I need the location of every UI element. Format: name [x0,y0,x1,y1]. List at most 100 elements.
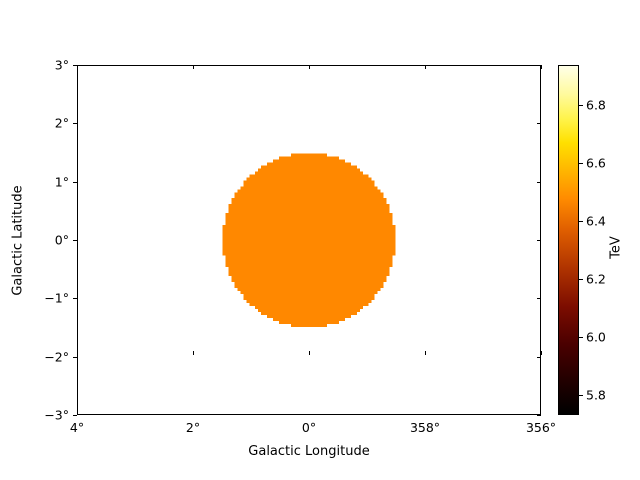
x-tick-mark [425,351,426,355]
map-pixel-row [225,260,393,265]
colorbar-tick-label: 6.8 [586,97,606,113]
y-tick-mark [73,181,77,183]
y-tick-label: −3° [44,407,69,423]
colorbar-label: TeV [608,236,624,259]
map-pixel-row [273,159,345,163]
map-pixel-row [225,213,393,217]
map-pixel-row [249,302,369,307]
x-tick-mark [541,351,542,355]
map-pixel-row [222,245,396,250]
colorbar-tick-label: 6.0 [586,329,606,345]
map-pixel-row [228,204,390,208]
x-tick-label: 4° [69,420,85,435]
colorbar-tick-label: 6.2 [586,271,606,287]
map-pixel-row [234,281,384,286]
map-pixel-row [225,254,393,259]
y-tick-mark-right [537,356,541,358]
map-pixel-row [222,248,396,253]
colorbar-tick-label: 6.6 [586,155,606,171]
map-pixel-row [261,311,357,315]
y-tick-mark [73,65,77,66]
y-tick-mark-right [537,298,541,300]
colorbar-tick-mark [579,105,583,107]
map-pixel-row [225,222,393,226]
y-tick-mark-right [537,240,541,241]
map-pixel-row [228,266,390,271]
colorbar-tick-mark [579,163,583,165]
map-pixel-row [243,180,375,184]
map-pixel-row [228,269,390,274]
map-pixel-row [225,257,393,262]
x-tick-label: 358° [409,420,441,435]
map-pixel-row [222,251,396,256]
y-axis-label: Galactic Latitude [10,185,26,296]
map-pixel-row [279,156,339,160]
x-tick-label: 0° [301,420,317,435]
map-pixel-row [267,162,351,166]
map-pixel-row [225,219,393,223]
x-tick-mark-top [193,65,194,69]
x-tick-mark [309,351,310,355]
map-pixel-row [240,186,378,190]
map-pixel-row [249,174,369,178]
colorbar [558,65,579,415]
map-pixel-row [291,153,327,157]
colorbar-tick-mark [579,336,583,338]
map-pixel-row [279,320,339,324]
map-pixel-row [231,278,387,283]
map-pixel-row [222,240,396,244]
x-axis-label: Galactic Longitude [248,444,370,459]
map-pixel-row [255,171,363,175]
x-tick-mark-top [425,65,426,69]
map-pixel-row [234,192,384,196]
y-tick-label: 3° [54,57,69,73]
map-pixel-row [228,210,390,214]
uniform-disk-region [222,153,396,327]
map-pixel-row [261,165,357,169]
map-pixel-row [225,263,393,268]
y-tick-mark [73,240,77,241]
colorbar-tick-label: 5.8 [586,387,606,403]
colorbar-tick-mark [579,279,583,281]
x-tick-mark [193,351,194,355]
map-pixel-row [255,305,363,310]
map-pixel-row [246,177,372,181]
x-tick-mark-top [541,65,542,69]
map-pixel-row [228,207,390,211]
map-pixel-row [258,308,360,312]
y-tick-mark-right [537,181,541,183]
map-pixel-row [258,168,360,172]
x-tick-mark-top [77,65,78,69]
map-pixel-row [243,296,375,301]
plot-axes [77,65,541,415]
y-tick-label: −1° [44,290,69,306]
map-pixel-row [291,323,327,327]
colorbar-gradient [559,66,578,414]
map-pixel-row [237,287,381,292]
x-tick-label: 356° [525,420,557,435]
map-pixel-row [243,293,375,298]
colorbar-tick-mark [579,221,583,223]
colorbar-tick-mark [579,394,583,396]
x-tick-label: 2° [185,420,201,435]
y-tick-mark-right [537,415,541,416]
colorbar-tick-label: 6.4 [586,213,606,229]
map-pixel-row [222,225,396,229]
map-pixel-row [225,216,393,220]
map-pixel-row [231,198,387,202]
map-pixel-row [231,275,387,280]
map-pixel-row [228,272,390,277]
map-pixel-row [273,317,345,321]
map-pixel-row [222,237,396,241]
x-tick-mark-top [309,65,310,69]
map-pixel-row [222,228,396,232]
map-pixel-row [222,234,396,238]
x-tick-mark [77,351,78,355]
y-tick-mark [73,298,77,300]
map-pixel-row [234,195,384,199]
sky-map-data-layer [78,66,540,414]
map-pixel-row [267,314,351,318]
map-pixel-row [240,290,378,295]
map-pixel-row [222,242,396,247]
